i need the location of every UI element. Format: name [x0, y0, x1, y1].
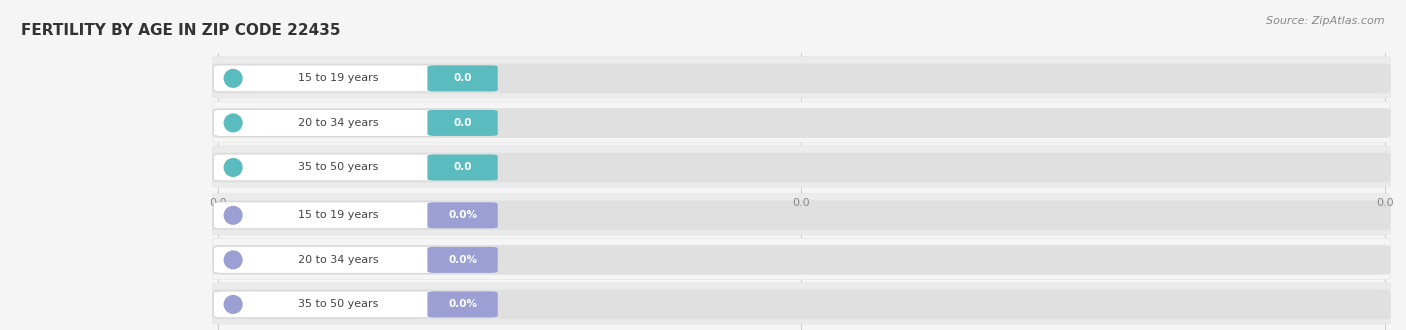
FancyBboxPatch shape — [212, 146, 1391, 187]
Ellipse shape — [224, 114, 243, 132]
FancyBboxPatch shape — [427, 154, 498, 181]
Text: 20 to 34 years: 20 to 34 years — [298, 118, 380, 128]
FancyBboxPatch shape — [212, 108, 1391, 138]
FancyBboxPatch shape — [427, 202, 498, 228]
Text: 0.0: 0.0 — [453, 73, 472, 83]
FancyBboxPatch shape — [212, 152, 1391, 182]
FancyBboxPatch shape — [214, 65, 439, 92]
Text: 35 to 50 years: 35 to 50 years — [298, 162, 378, 173]
FancyBboxPatch shape — [214, 110, 439, 136]
FancyBboxPatch shape — [212, 63, 1391, 93]
Text: 0.0: 0.0 — [209, 198, 226, 208]
FancyBboxPatch shape — [214, 291, 439, 318]
FancyBboxPatch shape — [427, 65, 498, 91]
FancyBboxPatch shape — [427, 291, 498, 317]
Text: FERTILITY BY AGE IN ZIP CODE 22435: FERTILITY BY AGE IN ZIP CODE 22435 — [21, 23, 340, 38]
FancyBboxPatch shape — [212, 245, 1391, 275]
Text: 15 to 19 years: 15 to 19 years — [298, 210, 380, 220]
Text: 35 to 50 years: 35 to 50 years — [298, 299, 378, 310]
FancyBboxPatch shape — [212, 101, 1391, 143]
Ellipse shape — [224, 206, 243, 225]
FancyBboxPatch shape — [212, 283, 1391, 324]
FancyBboxPatch shape — [212, 57, 1391, 98]
FancyBboxPatch shape — [214, 247, 439, 273]
FancyBboxPatch shape — [212, 194, 1391, 235]
Text: 0.0: 0.0 — [793, 198, 810, 208]
Text: 0.0%: 0.0% — [449, 255, 477, 265]
Text: 20 to 34 years: 20 to 34 years — [298, 255, 380, 265]
Ellipse shape — [224, 295, 243, 314]
FancyBboxPatch shape — [214, 202, 439, 229]
FancyBboxPatch shape — [427, 247, 498, 273]
FancyBboxPatch shape — [214, 154, 439, 181]
FancyBboxPatch shape — [212, 289, 1391, 319]
Ellipse shape — [224, 69, 243, 88]
Text: 0.0: 0.0 — [453, 162, 472, 173]
Ellipse shape — [224, 158, 243, 177]
Text: 0.0%: 0.0% — [449, 299, 477, 310]
Text: 0.0%: 0.0% — [449, 210, 477, 220]
FancyBboxPatch shape — [427, 110, 498, 136]
Text: 15 to 19 years: 15 to 19 years — [298, 73, 380, 83]
Ellipse shape — [224, 250, 243, 269]
Text: 0.0: 0.0 — [1376, 198, 1393, 208]
Text: Source: ZipAtlas.com: Source: ZipAtlas.com — [1267, 16, 1385, 26]
FancyBboxPatch shape — [212, 200, 1391, 230]
FancyBboxPatch shape — [212, 238, 1391, 280]
Text: 0.0: 0.0 — [453, 118, 472, 128]
